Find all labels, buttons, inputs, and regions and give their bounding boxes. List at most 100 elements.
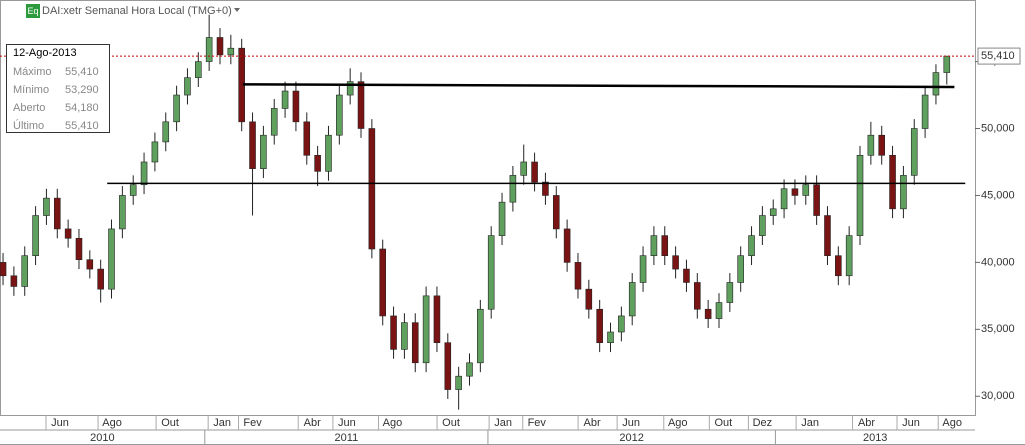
candle-body	[444, 342, 452, 390]
candle-body	[932, 72, 940, 96]
candle-body	[737, 255, 744, 283]
candle-body	[21, 255, 29, 287]
info-box: 12-Ago-2013	[6, 44, 110, 133]
candle-body	[336, 94, 343, 136]
candle-body	[520, 161, 528, 176]
x-tick-label: Dez	[753, 417, 773, 429]
candle-body	[43, 197, 50, 216]
candle-body	[661, 235, 669, 256]
info-date: 12-Ago-2013	[13, 47, 77, 59]
year-label: 2013	[863, 432, 887, 444]
candle-body	[75, 237, 83, 261]
candle-body	[97, 268, 104, 290]
candle-body	[292, 90, 300, 123]
candle-body	[574, 262, 582, 290]
candle-body	[140, 161, 148, 186]
chart-title[interactable]: DAI:xetr Semanal Hora Local (TMG+0)	[42, 5, 232, 17]
candle-body	[845, 235, 853, 277]
candle-body	[552, 195, 560, 230]
candle-body	[64, 228, 72, 239]
candle-body	[184, 77, 191, 96]
candle-body	[227, 47, 235, 56]
candle-body	[509, 175, 517, 203]
plot	[0, 14, 975, 410]
candle-body	[346, 81, 354, 96]
candle-body	[726, 282, 734, 303]
y-tick-label: 30,000	[981, 390, 1015, 402]
candle-body	[531, 161, 538, 183]
candle-body	[379, 248, 386, 317]
candle-body	[10, 275, 18, 287]
candle-body	[813, 184, 820, 216]
x-tick-label: Out	[714, 417, 732, 429]
candle-body	[910, 128, 918, 176]
info-value: 53,290	[65, 84, 99, 96]
x-tick-label: Abr	[858, 417, 875, 429]
title-dropdown[interactable]	[234, 8, 240, 12]
candle-body	[281, 90, 289, 109]
candle-body	[596, 308, 603, 344]
candle-body	[357, 81, 365, 129]
candle-body	[791, 188, 799, 196]
candle-body	[195, 61, 202, 78]
last-price-label: 55,410	[981, 50, 1015, 62]
candle-body	[129, 184, 137, 196]
candle-body	[769, 208, 777, 216]
candle-body	[900, 175, 907, 210]
candle-body	[856, 154, 864, 236]
candle-body	[390, 315, 397, 350]
candle-body	[32, 215, 39, 256]
candle-body	[889, 154, 896, 210]
candle-body	[249, 121, 256, 169]
candle-body	[162, 121, 170, 143]
candle-body	[694, 282, 701, 310]
candle-body	[205, 37, 213, 62]
candle-body	[628, 282, 636, 317]
candle-body	[542, 181, 549, 196]
candle-body	[878, 134, 885, 156]
candle-body	[53, 197, 61, 230]
candle-body	[759, 215, 766, 236]
x-tick-label: Jun	[338, 417, 356, 429]
x-tick-label: Ago	[668, 417, 688, 429]
candle-body	[433, 295, 441, 344]
candle-body	[455, 375, 462, 390]
candle-body	[151, 141, 159, 163]
candle-body	[108, 228, 115, 290]
candle-body	[325, 134, 332, 172]
candle-body	[780, 188, 788, 210]
candle-body	[867, 134, 875, 156]
candle-body	[715, 302, 723, 319]
y-tick-label: 40,000	[981, 256, 1015, 268]
symbol-icon-label: Eq	[27, 6, 38, 16]
candle-body	[563, 228, 571, 263]
candle-body	[86, 259, 94, 270]
info-value: 54,180	[65, 102, 99, 114]
candle-body	[704, 308, 712, 319]
x-tick-label: Ago	[942, 417, 962, 429]
candle-body	[943, 55, 951, 73]
x-tick-label: Ago	[102, 417, 122, 429]
last-price-box	[977, 47, 1021, 65]
candle-body	[314, 154, 321, 172]
info-label: Último	[13, 119, 44, 132]
x-tick-label: Jan	[494, 417, 512, 429]
candle-body	[748, 235, 755, 256]
candle-body	[401, 322, 408, 350]
candle-body	[477, 308, 484, 364]
candle-body	[639, 255, 647, 283]
candle-body	[466, 362, 473, 377]
info-label: Máximo	[13, 66, 52, 78]
x-tick-label: Abr	[584, 417, 601, 429]
candle-body	[672, 255, 679, 270]
candle-body	[921, 94, 929, 129]
x-tick-label: Jun	[622, 417, 640, 429]
candle-body	[650, 235, 658, 256]
candle-body	[0, 262, 7, 277]
x-tick-label: Fev	[528, 417, 547, 429]
candle-body	[260, 134, 267, 169]
info-label: Mínimo	[13, 84, 49, 96]
y-tick-label: 50,000	[981, 122, 1015, 134]
